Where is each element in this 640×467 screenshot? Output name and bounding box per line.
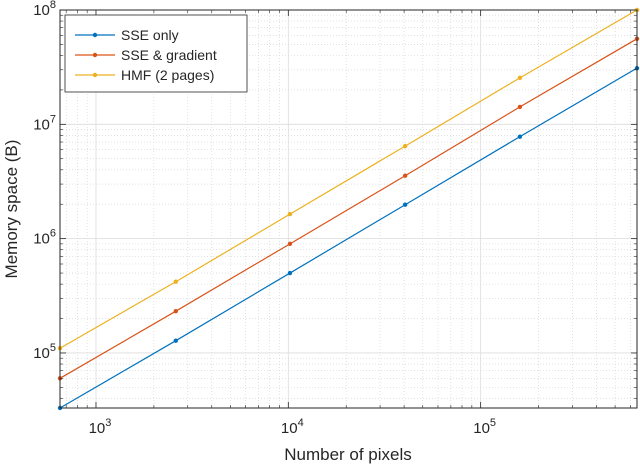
data-point: [287, 270, 293, 276]
y-tick-label: 108: [33, 0, 56, 19]
plot-frame: [59, 9, 638, 409]
y-tick-label: 107: [33, 113, 56, 133]
x-tick-labels: 103 104 105: [89, 417, 496, 437]
series-line-2: [59, 38, 638, 379]
legend-label: HMF (2 pages): [121, 67, 214, 83]
data-point: [173, 308, 178, 314]
data-point: [517, 134, 523, 139]
y-axis-label: Memory space (B): [2, 140, 21, 279]
data-point: [517, 104, 523, 110]
data-point: [173, 279, 178, 284]
data-point: [173, 338, 178, 343]
x-tick-label: 105: [473, 417, 496, 437]
series-line-3: [59, 9, 638, 349]
x-tick-label: 104: [281, 417, 304, 437]
legend-marker: [92, 72, 98, 78]
legend-label: SSE only: [121, 27, 179, 43]
legend-label: SSE & gradient: [121, 47, 217, 63]
series-layer: [57, 7, 640, 411]
data-point: [402, 143, 408, 149]
data-point: [402, 173, 408, 178]
series-line-1: [59, 67, 638, 409]
data-point: [517, 75, 523, 81]
legend: SSE only SSE & gradient HMF (2 pages): [64, 14, 248, 93]
x-axis-label: Number of pixels: [284, 445, 412, 464]
y-tick-labels: 105 106 107 108: [33, 0, 56, 362]
y-tick-label: 106: [33, 228, 56, 248]
legend-entries: SSE only SSE & gradient HMF (2 pages): [75, 27, 217, 83]
legend-marker: [92, 52, 98, 58]
data-point: [287, 241, 293, 247]
data-point: [287, 211, 293, 217]
legend-marker: [92, 32, 98, 38]
data-point: [402, 202, 408, 207]
y-tick-label: 105: [33, 342, 56, 362]
axis-ticks: [60, 9, 637, 408]
x-tick-label: 103: [89, 417, 112, 437]
